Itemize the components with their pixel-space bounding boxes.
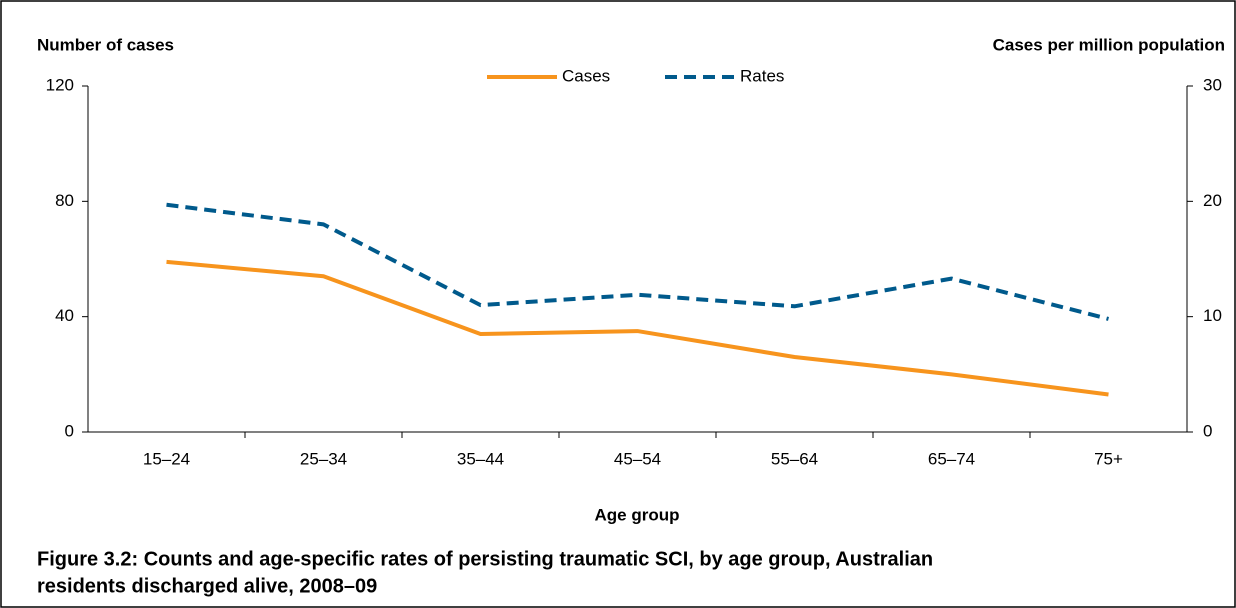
x-tick-label: 25–34 [300, 449, 347, 468]
y-tick-label: 40 [55, 306, 74, 325]
data-line [166, 202, 1109, 321]
x-tick-label: 15–24 [143, 449, 190, 468]
y2-axis-title: Cases per million population [993, 35, 1225, 54]
y2-tick-label: 20 [1203, 191, 1222, 210]
x-tick-label: 35–44 [457, 449, 504, 468]
caption: Figure 3.2: Counts and age-specific rate… [37, 548, 933, 570]
legend-label: Cases [562, 66, 610, 85]
y-tick-label: 80 [55, 191, 74, 210]
y-tick-label: 120 [46, 75, 74, 94]
x-tick-label: 65–74 [928, 449, 975, 468]
y2-tick-label: 30 [1203, 75, 1222, 94]
y-tick-label: 0 [65, 421, 74, 440]
legend-label: Rates [740, 66, 784, 85]
x-tick-label: 55–64 [771, 449, 818, 468]
data-line [166, 259, 1109, 397]
x-tick-label: 75+ [1094, 449, 1123, 468]
x-axis-title: Age group [595, 505, 680, 524]
caption: residents discharged alive, 2008–09 [37, 575, 377, 597]
y-axis-title: Number of cases [37, 35, 174, 54]
y2-tick-label: 0 [1203, 421, 1212, 440]
y2-tick-label: 10 [1203, 306, 1222, 325]
x-tick-label: 45–54 [614, 449, 661, 468]
